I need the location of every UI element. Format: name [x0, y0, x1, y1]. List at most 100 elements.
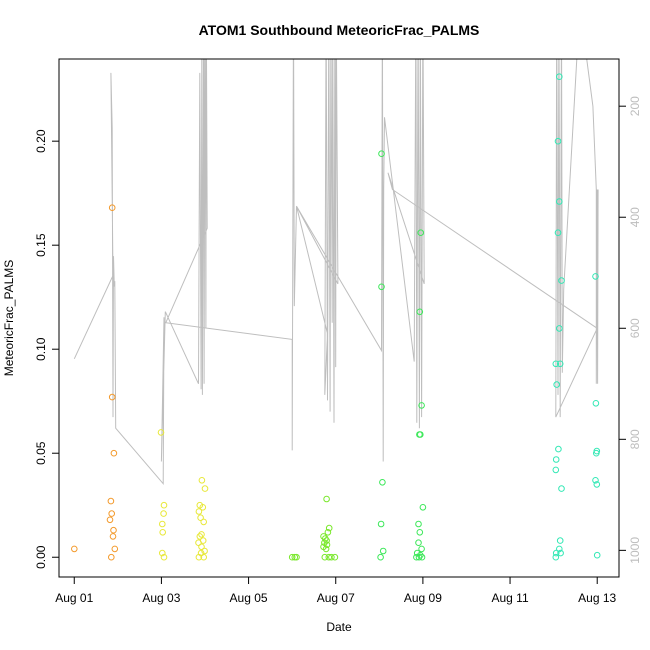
- data-point: [415, 539, 422, 547]
- data-point: [555, 445, 562, 453]
- data-point: [416, 529, 424, 536]
- data-point: [71, 545, 78, 553]
- x-tick-label: Aug 11: [491, 591, 528, 605]
- x-axis-label: Date: [326, 620, 352, 634]
- data-point: [552, 360, 560, 368]
- x-tick-label: Aug 07: [317, 591, 355, 605]
- data-point: [321, 553, 329, 561]
- x-tick-label: Aug 09: [404, 591, 442, 605]
- data-point: [108, 204, 116, 211]
- data-point: [377, 520, 385, 528]
- data-point: [415, 520, 422, 528]
- data-point: [160, 510, 167, 517]
- data-point: [418, 402, 425, 409]
- y2-tick-label: 400: [628, 207, 642, 227]
- data-point: [197, 514, 204, 522]
- points-layer: [71, 73, 601, 561]
- data-point: [556, 545, 563, 553]
- data-point: [377, 553, 384, 561]
- data-point: [196, 533, 204, 540]
- x-tick-label: Aug 03: [142, 591, 180, 605]
- x-tick-label: Aug 13: [578, 591, 616, 605]
- data-point: [328, 553, 335, 561]
- data-point: [378, 283, 385, 291]
- data-point: [557, 549, 564, 557]
- data-point: [159, 529, 166, 536]
- data-point: [198, 531, 205, 538]
- data-point: [556, 537, 564, 544]
- y2-tick-label: 200: [628, 96, 642, 116]
- data-point: [288, 553, 296, 561]
- data-point: [556, 360, 564, 368]
- data-point: [556, 198, 563, 205]
- data-point: [110, 449, 118, 457]
- data-point: [159, 549, 166, 557]
- data-point: [198, 543, 205, 551]
- data-point: [593, 449, 600, 457]
- data-point: [108, 553, 115, 561]
- data-point: [418, 545, 425, 553]
- data-point: [109, 533, 117, 540]
- data-point: [556, 325, 563, 332]
- y-tick-label: 0.05: [34, 441, 48, 465]
- data-point: [558, 277, 565, 284]
- data-point: [552, 456, 560, 463]
- data-point: [293, 553, 300, 561]
- data-point: [160, 553, 168, 561]
- data-point: [160, 501, 168, 509]
- data-point: [419, 504, 427, 511]
- x-tick-label: Aug 01: [55, 591, 93, 605]
- data-point: [379, 479, 386, 486]
- y2-tick-label: 800: [628, 429, 642, 449]
- data-point: [201, 485, 209, 492]
- data-point: [553, 381, 561, 388]
- chart-title: ATOM1 Southbound MeteoricFrac_PALMS: [199, 22, 480, 38]
- data-point: [320, 533, 327, 540]
- data-point: [418, 553, 426, 561]
- data-point: [552, 466, 560, 474]
- data-point: [108, 393, 116, 401]
- data-point: [554, 229, 562, 236]
- data-point: [592, 400, 600, 407]
- y-tick-label: 0.10: [34, 337, 48, 361]
- data-point: [556, 73, 563, 80]
- data-point: [415, 553, 423, 561]
- y-tick-label: 0.15: [34, 233, 48, 257]
- data-point: [201, 547, 208, 555]
- data-point: [593, 481, 601, 488]
- data-point: [324, 529, 332, 536]
- data-point: [554, 137, 562, 145]
- x-tick-label: Aug 05: [230, 591, 268, 605]
- data-point: [108, 510, 115, 517]
- data-point: [417, 431, 424, 438]
- data-point: [552, 549, 560, 557]
- y-axis-label: MeteoricFrac_PALMS: [2, 260, 16, 376]
- data-point: [592, 477, 599, 484]
- data-point: [106, 516, 114, 524]
- data-point: [199, 504, 207, 511]
- data-point: [198, 477, 206, 484]
- secondary-line-layer: [73, 59, 599, 486]
- data-point: [593, 551, 601, 559]
- data-point: [379, 547, 387, 555]
- data-point: [322, 545, 330, 553]
- data-point: [323, 541, 331, 549]
- data-point: [323, 537, 330, 544]
- plot-frame: [58, 58, 620, 578]
- data-point: [552, 553, 560, 561]
- data-point: [416, 308, 424, 316]
- y2-tick-label: 1000: [628, 537, 642, 564]
- data-point: [331, 553, 339, 561]
- pressure-line: [73, 59, 599, 486]
- data-point: [592, 273, 599, 280]
- data-point: [558, 485, 565, 492]
- data-point: [200, 553, 207, 561]
- data-point: [417, 229, 425, 236]
- data-point: [157, 429, 165, 436]
- data-point: [323, 495, 330, 503]
- data-point: [200, 518, 207, 526]
- y-tick-label: 0.20: [34, 129, 48, 153]
- data-point: [325, 524, 333, 532]
- axes-layer: Aug 01 Aug 03 Aug 05 Aug 07 Aug 09 Aug 11 Aug …: [34, 96, 642, 605]
- data-point: [110, 526, 117, 534]
